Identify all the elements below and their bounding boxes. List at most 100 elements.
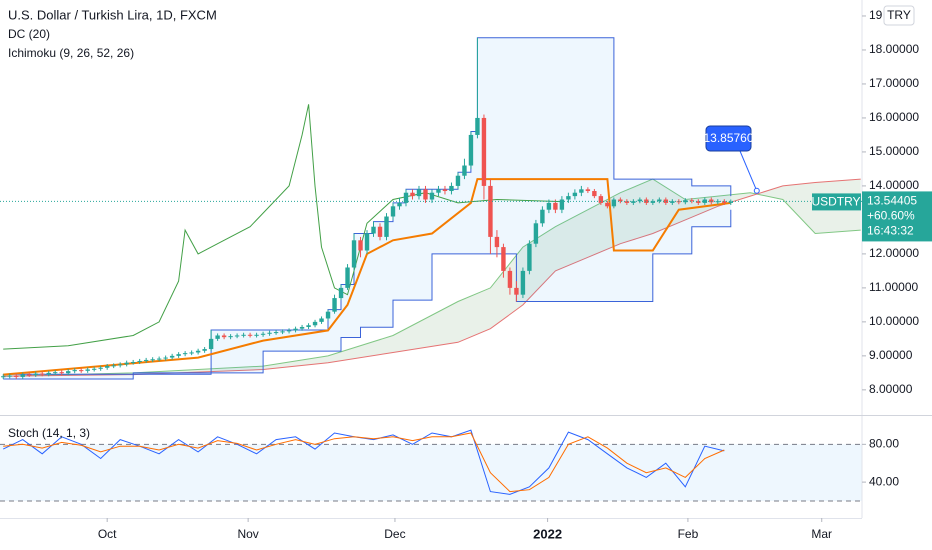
candle-body [143, 359, 149, 361]
candle-body [1, 376, 6, 378]
candle-body [358, 240, 363, 251]
candle-body [234, 335, 240, 337]
candle-body [442, 189, 448, 192]
candle-body [117, 364, 123, 366]
price-tag [862, 191, 932, 242]
candle-body [169, 355, 175, 358]
candle-body [696, 201, 701, 203]
symbol-tag [812, 193, 861, 211]
symbol-label: USDTRY [811, 195, 860, 209]
candle-body [410, 192, 415, 197]
candle-body [215, 335, 220, 339]
candle-body [494, 236, 500, 248]
candle-body [475, 117, 480, 135]
candle-body [293, 328, 298, 331]
candle-body [182, 353, 188, 355]
candle-body [33, 373, 38, 375]
candle-body [72, 370, 77, 372]
candle-body [670, 201, 675, 203]
candle-body [488, 185, 493, 237]
candle-body [702, 199, 708, 203]
x-tick-label: Dec [384, 527, 405, 541]
candle-body [14, 375, 19, 377]
candle-body [689, 200, 695, 202]
candle-body [579, 189, 584, 193]
candle-body [98, 367, 103, 369]
candle-body [618, 199, 623, 202]
y-tick-label: 15.00000 [869, 144, 919, 158]
candle-body [501, 247, 506, 271]
candle-body [397, 202, 402, 207]
candle-body [566, 196, 571, 200]
candle-body [332, 298, 337, 312]
candle-body [416, 189, 422, 197]
candle-body [462, 165, 467, 176]
candle-body [403, 192, 409, 203]
candle-body [553, 202, 558, 210]
candle-body [299, 326, 305, 329]
candle-body [27, 374, 32, 376]
candle-body [384, 216, 389, 237]
candle-body [111, 365, 116, 367]
candle-body [637, 199, 643, 202]
candle-body [429, 192, 435, 200]
candle-body [546, 202, 552, 210]
area-fill [3, 37, 731, 379]
candle-body [312, 321, 318, 326]
candle-body [53, 372, 58, 374]
candle-body [605, 202, 610, 207]
candle-body [176, 354, 181, 356]
y-tick-label: 8.00000 [869, 382, 913, 396]
candle-body [657, 199, 662, 202]
candle-body [254, 334, 259, 336]
candle-body [7, 375, 12, 377]
candle-body [449, 185, 454, 192]
candle-body [78, 370, 84, 372]
plot-layer [0, 37, 862, 502]
indicator-line [3, 178, 861, 377]
candle-body [377, 226, 383, 237]
callout-line [739, 150, 758, 191]
y-tick-label: 10.00000 [869, 314, 919, 328]
candle-body [91, 368, 97, 370]
candle-body [130, 361, 136, 363]
candle-body [722, 201, 727, 203]
candle-body [156, 358, 162, 360]
candle-body [611, 199, 617, 207]
candle-body [644, 199, 649, 203]
stoch-band [0, 444, 862, 501]
candle-body [598, 196, 604, 203]
chart-title: U.S. Dollar / Turkish Lira, 1D, FXCM [8, 7, 217, 22]
y-tick-label: 16.00000 [869, 110, 919, 124]
y-tick-label: 40.00 [869, 474, 899, 488]
y-tick-label: 18.00000 [869, 42, 919, 56]
candle-body [351, 240, 357, 268]
callout-label: 13.85760 [703, 131, 753, 145]
candle-body [319, 318, 324, 322]
candle-body [364, 233, 370, 251]
candle-body [124, 362, 129, 365]
x-tick-label: Mar [811, 527, 832, 541]
candle-body [247, 334, 253, 336]
candle-body [202, 349, 207, 351]
currency-button [883, 5, 915, 26]
candle-body [468, 134, 474, 166]
candle-body [631, 201, 636, 203]
candle-body [280, 331, 285, 333]
candle-body [481, 117, 487, 186]
candle-body [40, 373, 45, 375]
candle-body [455, 175, 461, 186]
candle-body [163, 357, 168, 359]
candle-body [423, 189, 428, 200]
candle-body [228, 336, 233, 338]
candle-body [195, 350, 201, 353]
indicator-label: Stoch (14, 1, 3) [8, 426, 90, 440]
x-tick-label: Feb [678, 527, 699, 541]
candle-body [59, 372, 64, 374]
indicator-line [3, 178, 861, 377]
candle-body [306, 325, 311, 327]
candle-body [624, 201, 630, 203]
callout-box [705, 125, 752, 152]
candle-body [683, 200, 688, 203]
callout-point [753, 187, 760, 194]
